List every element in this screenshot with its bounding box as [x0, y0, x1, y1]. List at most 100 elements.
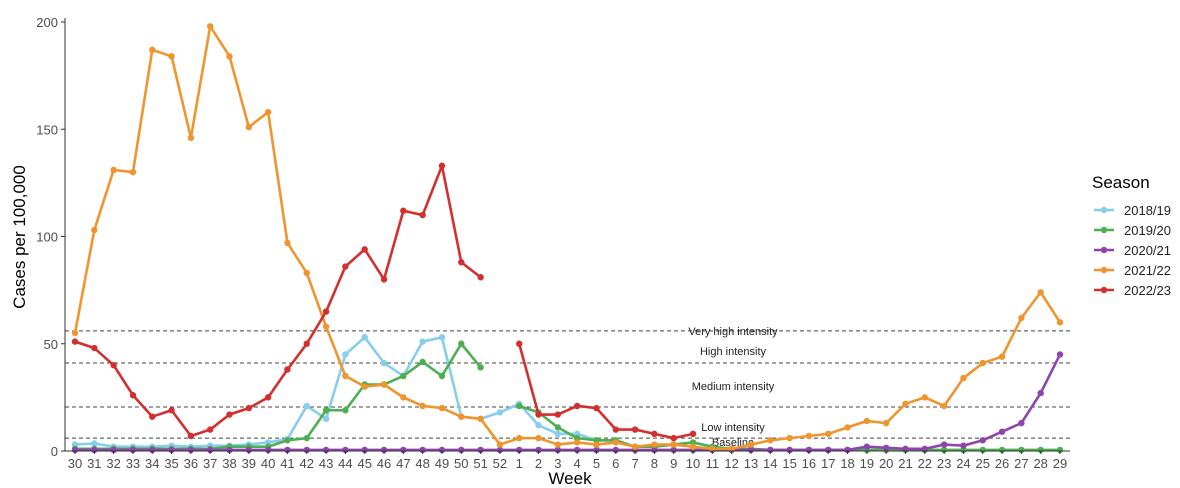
data-point: [419, 446, 426, 454]
data-point: [940, 402, 948, 410]
data-point: [477, 446, 484, 454]
data-point: [91, 440, 98, 447]
data-point: [1018, 419, 1025, 427]
data-point: [979, 437, 986, 444]
y-tick-label: 50: [44, 337, 58, 352]
data-point: [786, 434, 793, 442]
data-point: [979, 359, 986, 367]
data-point: [689, 443, 697, 450]
legend: Season 2018/19 2019/20 2020/21 2021/22 2022/…: [1092, 173, 1171, 298]
data-point: [206, 446, 214, 454]
data-point: [1037, 389, 1044, 397]
data-point: [110, 166, 117, 174]
data-point: [554, 446, 562, 454]
x-tick-label: 44: [338, 456, 352, 471]
x-tick-label: 16: [802, 456, 816, 471]
series: [71, 23, 1064, 453]
data-point: [593, 441, 600, 448]
data-point: [554, 411, 562, 418]
data-point: [342, 407, 349, 414]
data-point: [322, 308, 330, 315]
data-point: [438, 446, 446, 454]
data-point: [149, 413, 156, 420]
legend-swatch-point: [1100, 226, 1108, 234]
data-point: [226, 53, 233, 60]
x-tick-label: 12: [724, 456, 738, 471]
data-point: [921, 394, 929, 401]
x-tick-label: 35: [164, 456, 178, 471]
data-point: [419, 358, 426, 366]
data-point: [342, 263, 349, 270]
data-point: [400, 394, 407, 401]
data-point: [458, 340, 465, 347]
x-tick-label: 50: [454, 456, 468, 471]
data-point: [1037, 446, 1044, 454]
x-tick-label: 30: [68, 456, 82, 471]
data-point: [361, 334, 368, 341]
series-layer: [71, 23, 1064, 454]
x-tick-label: 1: [516, 456, 523, 471]
data-point: [998, 428, 1006, 435]
data-point: [1056, 446, 1064, 454]
data-point: [535, 434, 542, 442]
data-point: [998, 446, 1006, 454]
data-point: [438, 334, 446, 341]
data-point: [400, 446, 407, 454]
data-point: [554, 430, 562, 438]
series-line: [517, 343, 694, 440]
data-point: [631, 443, 639, 450]
data-point: [400, 207, 407, 214]
data-point: [380, 276, 388, 283]
data-point: [612, 426, 619, 433]
x-tick-label: 5: [593, 456, 600, 471]
x-tick-label: 33: [126, 456, 140, 471]
data-point: [226, 446, 233, 454]
x-tick-label: 47: [396, 456, 410, 471]
data-point: [940, 441, 948, 448]
data-point: [573, 439, 581, 446]
data-point: [477, 415, 484, 423]
data-point: [573, 402, 581, 410]
data-point: [168, 407, 175, 414]
x-tick-label: 10: [686, 456, 700, 471]
data-point: [129, 446, 137, 454]
x-tick-label: 21: [898, 456, 912, 471]
data-point: [419, 338, 426, 345]
x-tick-label: 3: [554, 456, 561, 471]
x-ticks: 30 31 32 33 34 35 36 37 38 39 40 41 42 43 44 45 46 47 48 49…: [68, 451, 1067, 471]
x-tick-label: 23: [937, 456, 951, 471]
x-tick-label: 39: [242, 456, 256, 471]
x-tick-label: 31: [87, 456, 101, 471]
legend-label: 2022/23: [1124, 283, 1171, 298]
data-point: [226, 411, 233, 418]
x-tick-label: 4: [574, 456, 581, 471]
x-tick-label: 51: [473, 456, 487, 471]
threshold-label: Medium intensity: [692, 381, 775, 393]
data-point: [516, 434, 523, 442]
data-point: [709, 445, 716, 453]
data-point: [71, 338, 79, 345]
data-point: [1018, 446, 1025, 454]
data-point: [419, 211, 426, 219]
data-point: [998, 353, 1006, 360]
x-tick-label: 11: [706, 456, 720, 471]
x-tick-label: 38: [222, 456, 236, 471]
x-tick-label: 24: [956, 456, 970, 471]
data-point: [805, 446, 813, 454]
data-point: [573, 446, 581, 454]
x-tick-label: 36: [184, 456, 198, 471]
data-point: [110, 446, 117, 454]
data-point: [400, 372, 407, 380]
x-tick-label: 14: [763, 456, 777, 471]
threshold-label: High intensity: [700, 346, 767, 358]
data-point: [284, 239, 291, 247]
data-point: [516, 446, 523, 454]
data-point: [284, 437, 291, 444]
x-tick-label: 19: [860, 456, 874, 471]
data-point: [496, 409, 504, 416]
data-point: [438, 372, 446, 380]
y-tick-label: 0: [51, 444, 58, 459]
x-tick-label: 8: [651, 456, 658, 471]
x-tick-label: 13: [744, 456, 758, 471]
data-point: [960, 442, 967, 449]
